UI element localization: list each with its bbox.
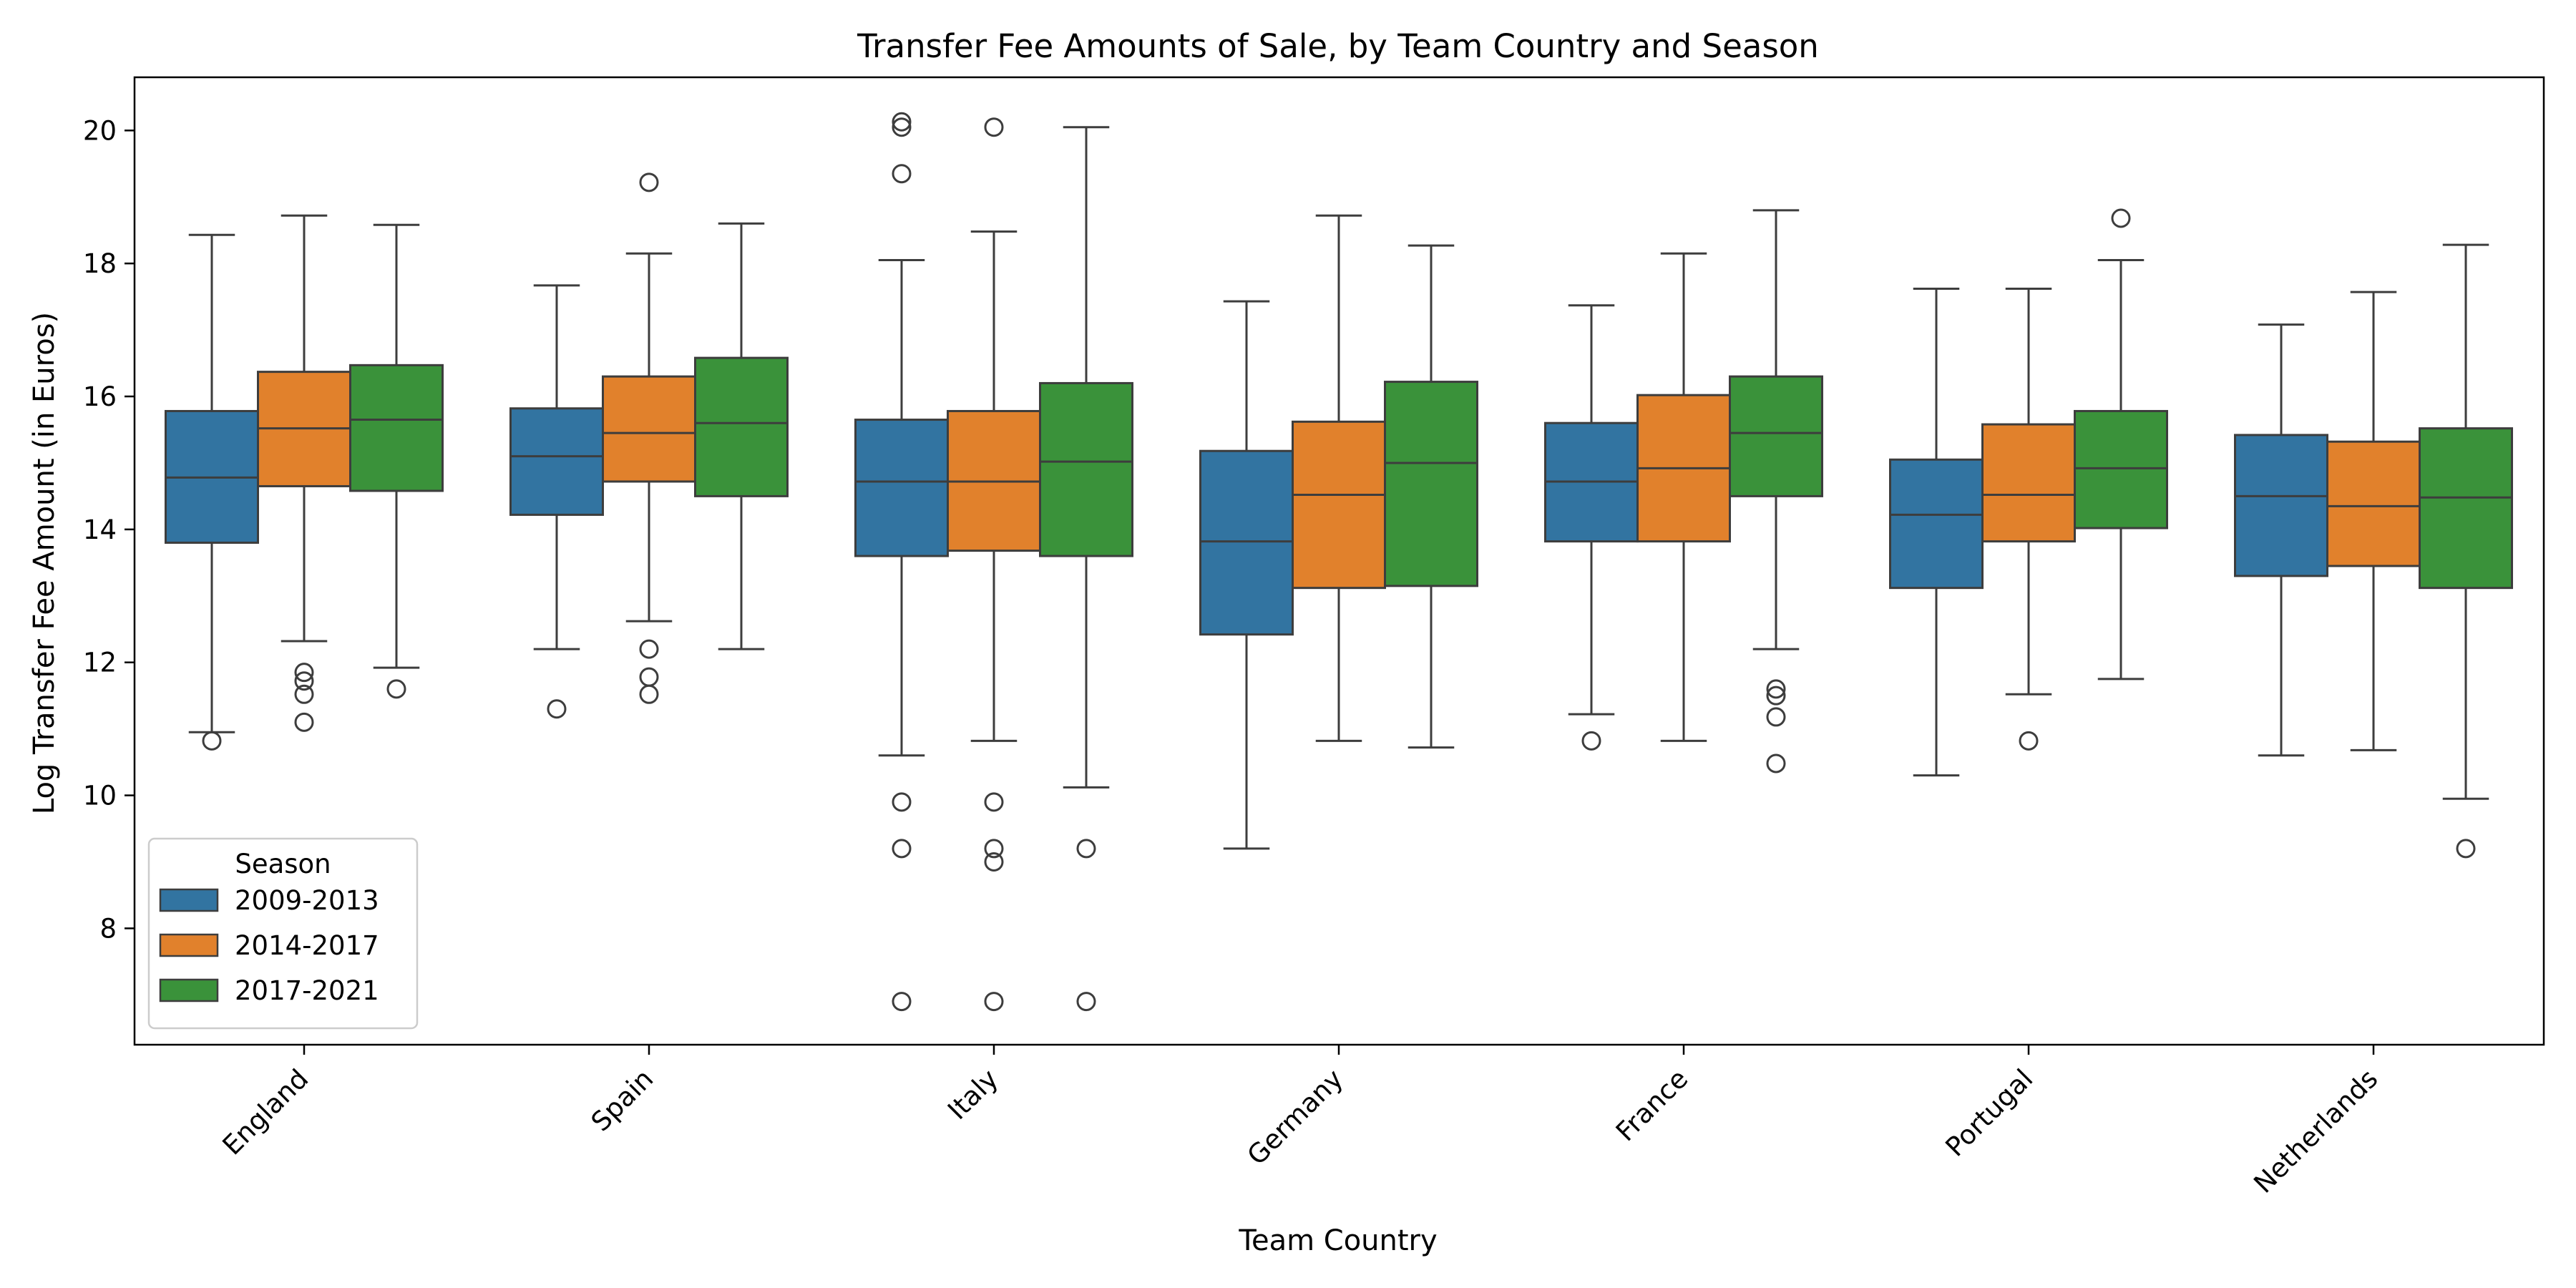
outlier-point bbox=[1766, 686, 1786, 706]
legend-title: Season bbox=[235, 849, 331, 879]
box-netherlands-2017-2021 bbox=[2419, 243, 2513, 859]
outlier-point bbox=[1076, 839, 1096, 859]
outlier-point bbox=[386, 679, 406, 699]
outlier-point bbox=[639, 639, 659, 659]
y-tick-label: 8 bbox=[99, 913, 117, 944]
x-axis-label: Team Country bbox=[1238, 1224, 1437, 1257]
outlier-point bbox=[294, 671, 314, 691]
legend-entry-label: 2014-2017 bbox=[235, 930, 379, 961]
outlier-point bbox=[984, 117, 1004, 137]
box-iqr bbox=[1039, 381, 1133, 557]
box-portugal-2014-2017 bbox=[1981, 287, 2076, 751]
outlier-point bbox=[639, 684, 659, 704]
box-england-2014-2017 bbox=[257, 214, 351, 732]
outlier-point bbox=[1581, 731, 1601, 751]
box-england-2017-2021 bbox=[349, 223, 444, 699]
outlier-point bbox=[2456, 839, 2476, 859]
box-spain-2009-2013 bbox=[509, 284, 604, 719]
box-iqr bbox=[1384, 381, 1478, 587]
box-france-2017-2021 bbox=[1729, 209, 1823, 774]
box-spain-2014-2017 bbox=[602, 172, 696, 704]
box-iqr bbox=[2234, 434, 2328, 577]
box-england-2009-2013 bbox=[165, 233, 259, 751]
outlier-point bbox=[2111, 208, 2131, 228]
box-iqr bbox=[2419, 427, 2513, 590]
outlier-point bbox=[639, 172, 659, 192]
outlier-point bbox=[294, 712, 314, 732]
y-tick-label: 12 bbox=[83, 648, 117, 678]
box-italy-2009-2013 bbox=[854, 112, 949, 1012]
box-iqr bbox=[1199, 449, 1294, 636]
box-germany-2017-2021 bbox=[1384, 244, 1478, 749]
outlier-point bbox=[547, 699, 567, 719]
box-iqr bbox=[1729, 375, 1823, 497]
outlier-point bbox=[202, 731, 222, 751]
legend-entry-label: 2017-2021 bbox=[235, 975, 379, 1006]
box-portugal-2009-2013 bbox=[1889, 287, 1984, 777]
box-italy-2017-2021 bbox=[1039, 126, 1133, 1012]
outlier-point bbox=[1766, 707, 1786, 727]
outlier-point bbox=[892, 839, 912, 859]
box-iqr bbox=[694, 356, 789, 497]
box-iqr bbox=[854, 419, 949, 557]
outlier-point bbox=[1076, 992, 1096, 1012]
y-axis-label: Log Transfer Fee Amount (in Euros) bbox=[28, 312, 61, 814]
box-france-2009-2013 bbox=[1544, 304, 1639, 751]
outlier-point bbox=[892, 164, 912, 184]
outlier-point bbox=[294, 684, 314, 704]
outlier-point bbox=[2019, 731, 2039, 751]
legend-swatch bbox=[159, 933, 219, 957]
outlier-point bbox=[892, 117, 912, 137]
legend-entry-label: 2009-2013 bbox=[235, 885, 379, 916]
outlier-point bbox=[294, 663, 314, 683]
box-iqr bbox=[509, 407, 604, 516]
legend-swatch bbox=[159, 978, 219, 1002]
box-portugal-2017-2021 bbox=[2074, 208, 2168, 680]
plot-area bbox=[165, 112, 2513, 1012]
outlier-point bbox=[1766, 679, 1786, 699]
box-iqr bbox=[2326, 440, 2421, 567]
legend: Season 2009-2013 2014-2017 2017-2021 bbox=[147, 837, 419, 1030]
box-germany-2014-2017 bbox=[1292, 214, 1386, 742]
outlier-point bbox=[984, 792, 1004, 812]
y-tick-label: 16 bbox=[83, 381, 117, 412]
y-tick-label: 10 bbox=[83, 781, 117, 811]
box-iqr bbox=[349, 364, 444, 492]
outlier-point bbox=[1766, 753, 1786, 774]
box-iqr bbox=[1889, 458, 1984, 590]
y-tick-label: 18 bbox=[83, 248, 117, 279]
outlier-point bbox=[984, 992, 1004, 1012]
box-netherlands-2014-2017 bbox=[2326, 291, 2421, 751]
y-tick-label: 20 bbox=[83, 115, 117, 146]
outlier-point bbox=[892, 792, 912, 812]
box-france-2014-2017 bbox=[1636, 252, 1731, 742]
y-tick-label: 14 bbox=[83, 514, 117, 545]
box-iqr bbox=[1981, 423, 2076, 543]
outlier-point bbox=[984, 839, 1004, 859]
chart-title: Transfer Fee Amounts of Sale, by Team Co… bbox=[857, 27, 1819, 65]
box-italy-2014-2017 bbox=[947, 117, 1041, 1012]
outlier-point bbox=[892, 992, 912, 1012]
box-iqr bbox=[1292, 420, 1386, 590]
box-iqr bbox=[602, 375, 696, 483]
legend-swatch bbox=[159, 888, 219, 912]
outlier-point bbox=[892, 112, 912, 132]
box-iqr bbox=[2074, 409, 2168, 530]
box-spain-2017-2021 bbox=[694, 222, 789, 650]
outlier-point bbox=[984, 852, 1004, 872]
